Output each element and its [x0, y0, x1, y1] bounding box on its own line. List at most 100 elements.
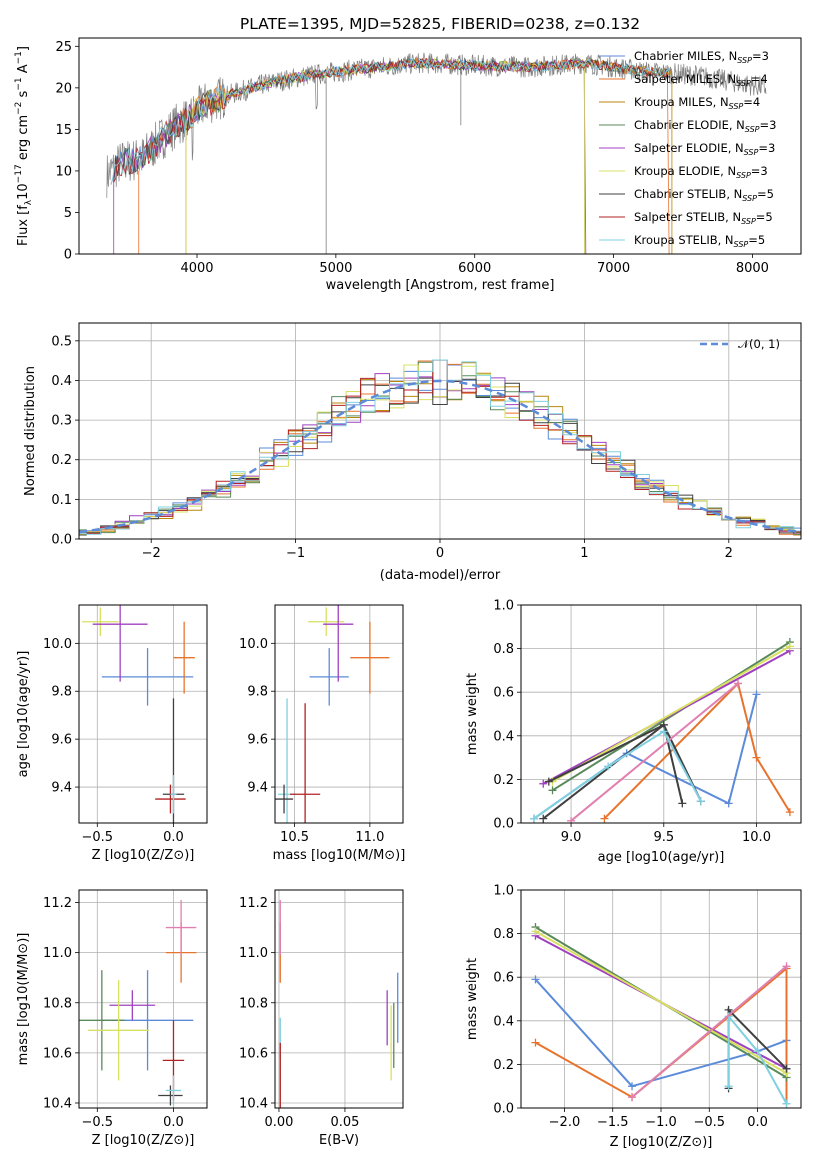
x-axis-label: mass [log10(M/M⊙)] [273, 848, 406, 863]
plot-area [279, 900, 399, 1108]
plot-area [82, 605, 195, 823]
y-tick-label: 0.4 [493, 729, 514, 744]
legend-label: Chabrier ELODIE, NSSP=3 [634, 118, 776, 134]
legend-label: Kroupa STELIB, NSSP=5 [634, 233, 765, 249]
plot-area [106, 52, 767, 254]
x-tick-label: 5000 [319, 261, 352, 276]
legend-label-suffix: =3 [751, 164, 768, 178]
x-axis-label: wavelength [Angstrom, rest frame] [326, 278, 555, 293]
y-label-part: λ [24, 199, 34, 205]
axes-frame [78, 889, 208, 1109]
y-tick-label: 9.8 [247, 685, 268, 700]
legend-label-suffix: =3 [752, 49, 769, 63]
model-spectrum-line [113, 58, 668, 183]
series-point-marker [782, 1099, 791, 1108]
y-tick-label: 0.2 [493, 1058, 514, 1073]
x-axis-label: Z [log10(Z/Z⊙)] [92, 848, 195, 863]
series-point-marker [752, 753, 761, 762]
series-line [727, 1013, 788, 1105]
y-tick-label: 10.0 [239, 637, 268, 652]
legend-label-suffix: =5 [756, 210, 773, 224]
legend-label: 𝒩(0, 1) [738, 337, 780, 351]
legend-label-text: Kroupa MILES, N [634, 95, 729, 109]
spectrum-panel: 4000 5000 6000 7000 8000 0 5 10 15 20 25 wavelength… [14, 37, 802, 293]
x-axis-label: (data-model)/error [380, 568, 501, 583]
legend-label-suffix: =3 [758, 141, 775, 155]
legend-label: Salpeter STELIB, NSSP=5 [634, 210, 773, 226]
y-axis-label: Flux [fλ10−17 erg cm−2 s−1 A−1] [14, 46, 34, 246]
y-axis-label: mass weight [465, 958, 480, 1040]
series-point-marker [531, 975, 540, 984]
y-tick-label: 0.3 [51, 414, 72, 429]
legend-label-text: Salpeter STELIB, N [634, 210, 741, 224]
x-axis-label: age [log10(age/yr)] [598, 850, 725, 865]
y-tick-label: 10.8 [239, 996, 268, 1011]
y-tick-label: 0.2 [51, 453, 72, 468]
series-line [535, 930, 787, 1074]
legend-label-sub: SSP [737, 56, 752, 65]
x-tick-label: −1 [286, 546, 305, 561]
legend-label-suffix: =4 [751, 72, 768, 86]
y-tick-label: 0.0 [51, 533, 72, 548]
series-point-marker [782, 962, 791, 971]
y-tick-label: 11.2 [239, 896, 268, 911]
legend-label-text: Kroupa STELIB, N [634, 233, 734, 247]
y-tick-label: 10.4 [43, 1096, 72, 1111]
axes-frame [274, 889, 404, 1109]
legend-label-suffix: =5 [748, 233, 765, 247]
legend-label-text: Chabrier STELIB, N [634, 187, 742, 201]
age-vs-metallicity-panel: −0.5 0.0 9.4 9.6 9.8 10.0 Z [log10(Z/Z⊙)] age [… [16, 604, 208, 863]
legend-label-suffix: =4 [743, 95, 760, 109]
y-tick-label: 25 [55, 40, 72, 55]
y-tick-label: 9.6 [51, 733, 72, 748]
series-point-marker [785, 642, 794, 651]
x-tick-label: 1 [580, 546, 588, 561]
series-point-marker [531, 1038, 540, 1047]
x-tick-label: 9.5 [653, 830, 674, 845]
y-tick-label: 0.4 [51, 374, 72, 389]
series-line [533, 729, 702, 820]
legend-label-sub: SSP [745, 125, 760, 134]
x-tick-label: −0.5 [693, 1115, 725, 1130]
series-line [551, 641, 791, 792]
plot-area [531, 923, 791, 1108]
residual-histogram-panel: −2 −1 0 1 2 0.0 0.1 0.2 0.3 0.4 0.5 (data-model)/er… [23, 322, 802, 583]
plot-area [529, 638, 794, 823]
x-tick-label: 0.00 [264, 1115, 293, 1130]
series-line [631, 965, 788, 1098]
x-tick-label: 0 [436, 546, 444, 561]
legend-label: Chabrier STELIB, NSSP=5 [634, 187, 774, 203]
y-tick-label: 20 [55, 81, 72, 96]
legend-label-sub: SSP [736, 79, 751, 88]
chart-title: PLATE=1395, MJD=52825, FIBERID=0238, z=0… [240, 15, 640, 33]
y-tick-label: 5 [64, 206, 72, 221]
legend-label-text: Kroupa ELODIE, N [634, 164, 736, 178]
y-tick-label: 0.2 [493, 773, 514, 788]
y-tick-label: 10.6 [239, 1046, 268, 1061]
y-tick-label: 10 [55, 164, 72, 179]
axes-frame [78, 604, 208, 824]
y-label-part: 10 [16, 183, 31, 200]
series-point-marker [724, 1082, 733, 1091]
y-tick-label: 10.4 [239, 1096, 268, 1111]
model-spectrum-line [110, 58, 670, 185]
x-tick-label: −1.0 [645, 1115, 677, 1130]
y-axis-label: mass [log10(M/M⊙)] [16, 933, 31, 1066]
axes-frame [520, 889, 802, 1109]
y-label-part: −1 [14, 77, 24, 90]
legend-label-sub: SSP [736, 171, 751, 180]
legend-label-text: Chabrier MILES, N [634, 49, 737, 63]
x-tick-label: −0.5 [81, 830, 113, 845]
legend-label-sub: SSP [741, 217, 756, 226]
series-point-marker [785, 808, 794, 817]
series-line [570, 682, 739, 822]
legend-label-sub: SSP [744, 148, 759, 157]
x-axis-label: Z [log10(Z/Z⊙)] [92, 1133, 195, 1148]
series-point-marker [724, 799, 733, 808]
y-tick-label: 11.2 [43, 896, 72, 911]
legend-label: Kroupa MILES, NSSP=4 [634, 95, 760, 111]
axes-frame [78, 322, 802, 540]
legend-label-suffix: =5 [757, 187, 774, 201]
axes-frame [274, 604, 404, 824]
